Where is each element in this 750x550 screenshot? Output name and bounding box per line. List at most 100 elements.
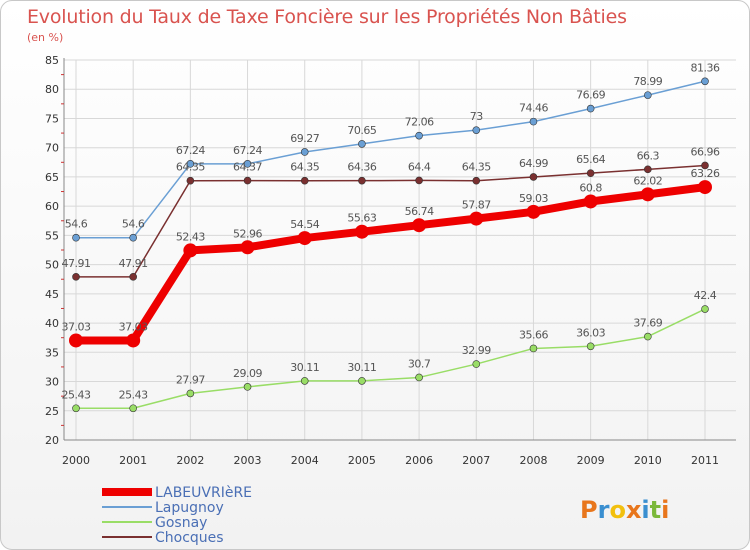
y-tick-label: 25	[45, 405, 59, 418]
data-point	[300, 176, 309, 185]
data-label: 56.74	[405, 205, 434, 218]
data-point	[472, 360, 481, 368]
x-tick-label: 2007	[462, 454, 490, 467]
data-point	[183, 243, 198, 258]
data-point	[583, 194, 598, 209]
y-tick-label: 30	[45, 376, 59, 389]
data-label: 25.43	[119, 388, 148, 401]
data-point	[300, 148, 309, 156]
data-label: 65.64	[576, 153, 605, 166]
data-label: 64.35	[462, 161, 491, 174]
data-point	[69, 333, 83, 348]
y-tick-label: 55	[45, 229, 59, 242]
data-label: 64.35	[176, 161, 205, 174]
proxiti-logo: Proxiti	[580, 496, 669, 524]
series-line-1	[76, 183, 706, 345]
x-tick-label: 2011	[691, 454, 719, 467]
data-label: 37.03	[62, 320, 91, 333]
data-label: 42.4	[694, 289, 717, 302]
data-point	[412, 218, 427, 233]
data-label: 64.99	[519, 157, 548, 170]
data-label: 72.06	[405, 116, 434, 129]
data-point	[300, 377, 309, 385]
data-point	[415, 131, 423, 140]
data-point	[644, 91, 652, 99]
data-label: 62.02	[633, 174, 662, 187]
data-point	[415, 176, 423, 185]
data-label: 52.96	[233, 227, 262, 240]
data-point	[701, 161, 709, 170]
y-tick-label: 45	[45, 288, 59, 301]
data-label: 35.66	[519, 328, 548, 341]
x-tick-label: 2003	[234, 454, 262, 467]
data-label: 59.03	[519, 192, 548, 205]
series-line-2	[76, 80, 706, 239]
x-tick-label: 2009	[577, 454, 605, 467]
data-label: 47.91	[62, 257, 91, 270]
data-label: 37.69	[633, 317, 662, 330]
data-point	[129, 273, 137, 281]
data-label: 73	[470, 110, 483, 123]
data-label: 70.65	[347, 124, 376, 137]
data-point	[698, 180, 712, 195]
chart-title: Evolution du Taux de Taxe Foncière sur l…	[27, 6, 627, 28]
data-label: 25.43	[62, 388, 91, 401]
data-label: 47.91	[119, 257, 148, 270]
data-point	[358, 176, 366, 185]
x-tick-label: 2005	[348, 454, 376, 467]
x-tick-label: 2002	[176, 454, 204, 467]
y-tick-label: 70	[45, 142, 59, 155]
y-tick-label: 20	[45, 434, 59, 447]
series-line-4	[76, 164, 706, 278]
data-label: 52.43	[176, 230, 205, 243]
data-point	[72, 273, 80, 281]
data-label: 64.37	[233, 161, 262, 174]
data-point	[126, 333, 141, 348]
data-label: 30.11	[290, 361, 319, 374]
data-label: 78.99	[633, 75, 662, 88]
data-label: 55.63	[347, 212, 376, 225]
data-point	[72, 233, 80, 242]
x-tick-label: 2010	[634, 454, 662, 467]
data-point	[186, 389, 195, 398]
data-point	[529, 117, 538, 126]
data-point	[240, 240, 255, 255]
data-label: 76.69	[576, 89, 605, 102]
data-point	[243, 383, 252, 391]
legend-label: Gosnay	[155, 515, 207, 531]
x-tick-label: 2000	[62, 454, 90, 467]
y-tick-label: 75	[45, 112, 59, 125]
data-point	[358, 140, 366, 148]
data-point	[243, 160, 252, 168]
data-point	[243, 176, 252, 185]
data-label: 32.99	[462, 344, 491, 357]
data-point	[529, 173, 538, 181]
data-label: 36.03	[576, 326, 605, 339]
data-point	[586, 342, 595, 351]
data-label: 60.8	[579, 181, 602, 194]
data-label: 57.87	[462, 199, 491, 212]
data-label: 54.6	[122, 218, 145, 231]
data-label: 67.24	[176, 144, 205, 157]
data-label: 54.54	[290, 218, 319, 231]
legend-label: LABEUVRIèRE	[155, 485, 252, 501]
data-point	[640, 187, 655, 202]
legend-label: Chocques	[155, 530, 224, 546]
data-label: 64.35	[290, 161, 319, 174]
data-point	[526, 204, 541, 219]
data-point	[644, 165, 652, 174]
data-point	[469, 211, 484, 226]
data-point	[354, 224, 369, 239]
data-label: 29.09	[233, 367, 262, 380]
data-point	[586, 104, 595, 113]
data-point	[358, 377, 366, 385]
y-tick-label: 50	[45, 259, 59, 272]
data-point	[415, 373, 423, 382]
data-point	[644, 332, 652, 341]
data-label: 37.03	[119, 320, 148, 333]
y-tick-label: 85	[45, 54, 59, 67]
data-point	[129, 233, 137, 242]
y-tick-label: 40	[45, 317, 59, 330]
